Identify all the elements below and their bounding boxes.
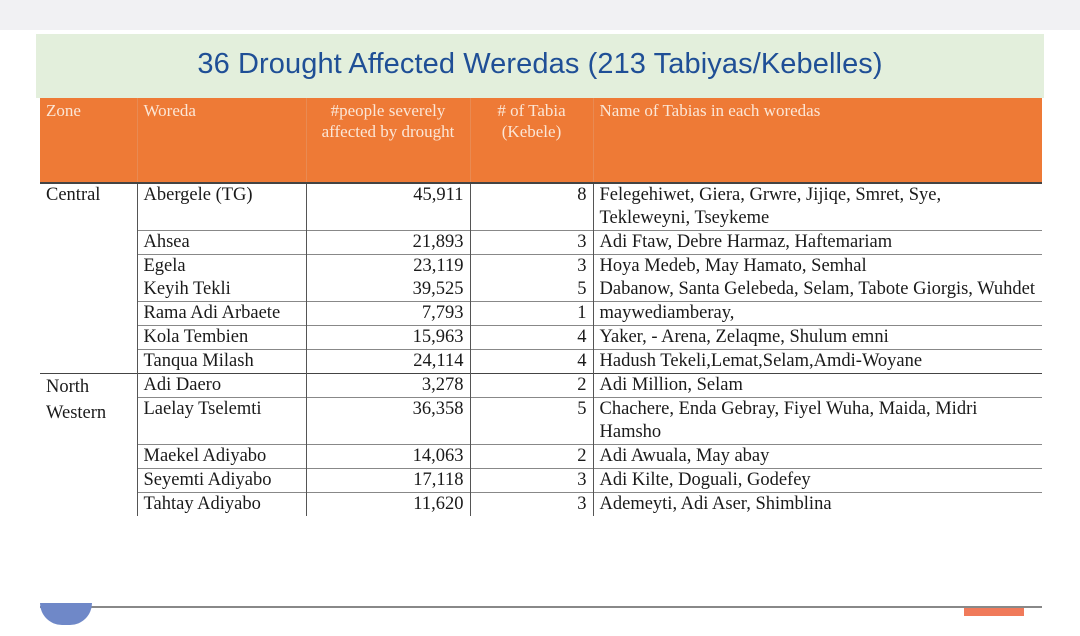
table-row: Tanqua Milash 24,114 4 Hadush Tekeli,Lem… [40, 349, 1042, 374]
slide: 36 Drought Affected Weredas (213 Tabiyas… [36, 34, 1044, 614]
zone-cell: Central [40, 182, 137, 231]
names-cell: Chachere, Enda Gebray, Fiyel Wuha, Maida… [592, 397, 1042, 445]
tabia-cell: 5 [469, 278, 593, 302]
table-row: Central Abergele (TG) 45,911 8 Felegehiw… [40, 182, 1042, 231]
people-cell: 7,793 [305, 301, 470, 326]
header-people: #people severely affected by drought [305, 98, 470, 183]
table-row: Keyih Tekli 39,525 5 Dabanow, Santa Gele… [40, 278, 1042, 302]
tabia-cell: 1 [469, 301, 593, 326]
tabia-cell: 3 [469, 230, 593, 255]
table-row: Kola Tembien 15,963 4 Yaker, - Arena, Ze… [40, 325, 1042, 350]
zone-cell [40, 231, 137, 255]
woreda-cell: Seyemti Adiyabo [136, 468, 306, 493]
people-cell: 14,063 [305, 444, 470, 469]
people-cell: 24,114 [305, 349, 470, 374]
woreda-cell: Adi Daero [136, 373, 306, 398]
people-cell: 36,358 [305, 397, 470, 445]
people-cell: 39,525 [305, 278, 470, 302]
woreda-cell: Abergele (TG) [136, 182, 306, 231]
table-row: North Western Adi Daero 3,278 2 Adi Mill… [40, 373, 1042, 445]
names-cell: Felegehiwet, Giera, Grwre, Jijiqe, Smret… [592, 182, 1042, 231]
people-cell: 23,119 [305, 254, 470, 278]
woreda-cell: Rama Adi Arbaete [136, 301, 306, 326]
header-woreda: Woreda [136, 98, 306, 183]
table-row: Seyemti Adiyabo 17,118 3 Adi Kilte, Dogu… [40, 468, 1042, 493]
names-cell: Adi Ftaw, Debre Harmaz, Haftemariam [592, 230, 1042, 255]
woreda-cell: Tahtay Adiyabo [136, 492, 306, 516]
title-band: 36 Drought Affected Weredas (213 Tabiyas… [36, 34, 1044, 98]
header-tabia: # of Tabia (Kebele) [469, 98, 593, 183]
woreda-cell: Laelay Tselemti [136, 397, 306, 445]
names-cell: Adi Kilte, Doguali, Godefey [592, 468, 1042, 493]
tabia-cell: 4 [469, 325, 593, 350]
table-row: Tahtay Adiyabo 11,620 3 Ademeyti, Adi As… [40, 492, 1042, 517]
zone-cell [40, 326, 137, 350]
table-row: Laelay Tselemti 36,358 5 Chachere, Enda … [40, 397, 1042, 445]
tabia-cell: 4 [469, 349, 593, 374]
tabia-cell: 3 [469, 468, 593, 493]
table-header-row: Zone Woreda #people severely affected by… [40, 98, 1042, 183]
names-cell: Adi Awuala, May abay [592, 444, 1042, 469]
zone-cell: North Western [40, 373, 137, 445]
table-bottom-rule [40, 606, 1042, 608]
names-cell: maywediamberay, [592, 301, 1042, 326]
people-cell: 15,963 [305, 325, 470, 350]
table-row: Maekel Adiyabo 14,063 2 Adi Awuala, May … [40, 444, 1042, 469]
woreda-cell: Tanqua Milash [136, 349, 306, 374]
zone-cell [40, 493, 137, 517]
header-zone: Zone [40, 98, 137, 183]
table-row: Egela 23,119 3 Hoya Medeb, May Hamato, S… [40, 254, 1042, 279]
tabia-cell: 2 [469, 444, 593, 469]
names-cell: Ademeyti, Adi Aser, Shimblina [592, 492, 1042, 516]
woreda-cell: Keyih Tekli [136, 278, 306, 302]
decorative-bar [964, 608, 1024, 616]
drought-table: Zone Woreda #people severely affected by… [40, 98, 1042, 516]
people-cell: 11,620 [305, 492, 470, 516]
tabia-cell: 8 [469, 182, 593, 231]
zone-cell [40, 469, 137, 493]
people-cell: 17,118 [305, 468, 470, 493]
tabia-cell: 3 [469, 254, 593, 278]
header-names: Name of Tabias in each woredas [592, 98, 1042, 183]
zone-cell [40, 350, 137, 374]
table-row: Ahsea 21,893 3 Adi Ftaw, Debre Harmaz, H… [40, 230, 1042, 255]
tabia-cell: 5 [469, 397, 593, 445]
table-row: Rama Adi Arbaete 7,793 1 maywediamberay, [40, 301, 1042, 326]
people-cell: 3,278 [305, 373, 470, 398]
zone-cell [40, 255, 137, 279]
logo-fragment-icon [40, 603, 92, 625]
names-cell: Adi Million, Selam [592, 373, 1042, 398]
woreda-cell: Maekel Adiyabo [136, 444, 306, 469]
zone-cell [40, 302, 137, 326]
names-cell: Yaker, - Arena, Zelaqme, Shulum emni [592, 325, 1042, 350]
names-cell: Hadush Tekeli,Lemat,Selam,Amdi-Woyane [592, 349, 1042, 374]
zone-cell [40, 278, 137, 302]
names-cell: Hoya Medeb, May Hamato, Semhal [592, 254, 1042, 278]
top-band [0, 0, 1080, 30]
tabia-cell: 3 [469, 492, 593, 516]
names-cell: Dabanow, Santa Gelebeda, Selam, Tabote G… [592, 278, 1042, 302]
people-cell: 21,893 [305, 230, 470, 255]
zone-cell [40, 445, 137, 469]
woreda-cell: Egela [136, 254, 306, 278]
woreda-cell: Ahsea [136, 230, 306, 255]
tabia-cell: 2 [469, 373, 593, 398]
people-cell: 45,911 [305, 182, 470, 231]
woreda-cell: Kola Tembien [136, 325, 306, 350]
slide-title: 36 Drought Affected Weredas (213 Tabiyas… [197, 48, 883, 80]
